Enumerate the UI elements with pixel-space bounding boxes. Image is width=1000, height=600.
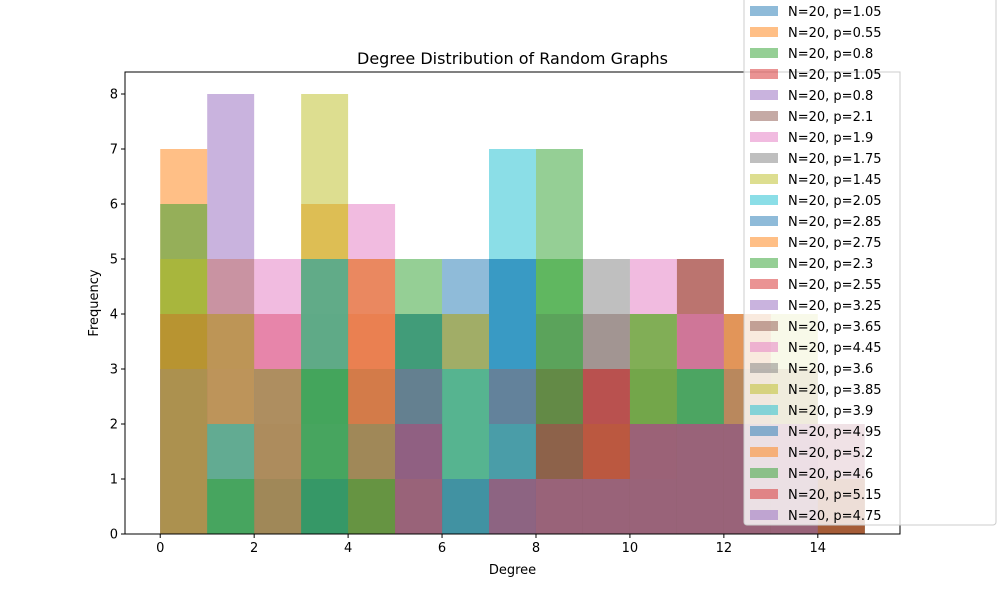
y-tick-label: 4 [110,308,118,323]
histogram-bar [301,369,349,534]
legend-entry-label: N=20, p=0.8 [788,47,873,62]
legend: N=20, p=1.05 N=20, p=0.55 N=20, p=0.8 N=20,… [743,0,997,526]
legend-swatch [750,300,778,310]
legend-swatch [750,426,778,436]
y-tick-label: 0 [110,528,118,543]
legend-swatch [750,174,778,184]
x-tick-label: 0 [156,541,164,556]
legend-swatch [750,237,778,247]
x-tick-label: 2 [250,541,258,556]
legend-swatch [750,111,778,121]
y-tick-label: 8 [110,88,118,103]
legend-entry-label: N=20, p=3.85 [788,383,882,398]
legend-frame [743,0,997,526]
histogram-bar [535,479,583,534]
x-tick-label: 14 [810,541,827,556]
legend-entry-label: N=20, p=5.2 [788,446,873,461]
histogram-bar [160,259,208,534]
histogram-bar [254,369,302,534]
legend-entry-label: N=20, p=4.95 [788,425,882,440]
legend-swatch [750,195,778,205]
histogram-bar [582,479,630,534]
legend-swatch [750,468,778,478]
histogram-bar [676,424,724,534]
legend-swatch [750,216,778,226]
y-tick-label: 5 [110,253,118,268]
legend-entry-label: N=20, p=1.9 [788,131,873,146]
legend-entry-label: N=20, p=1.45 [788,173,882,188]
y-tick-label: 1 [110,473,118,488]
histogram-bar [442,479,490,534]
legend-swatch [750,153,778,163]
chart-title: Degree Distribution of Random Graphs [357,49,668,68]
x-tick-label: 10 [622,541,639,556]
y-tick-label: 7 [110,143,118,158]
histogram-bar [489,479,536,534]
legend-swatch [750,363,778,373]
legend-swatch [750,90,778,100]
legend-entry-label: N=20, p=1.05 [788,5,882,20]
legend-entry-label: N=20, p=2.85 [788,215,882,230]
x-tick-label: 12 [716,541,733,556]
y-tick-label: 2 [110,418,118,433]
legend-entry-label: N=20, p=3.6 [788,362,873,377]
x-axis-title: Degree [489,563,536,578]
legend-swatch [750,447,778,457]
legend-swatch [750,321,778,331]
y-tick-label: 6 [110,198,118,213]
legend-entry-label: N=20, p=3.9 [788,404,873,419]
x-tick-label: 8 [532,541,540,556]
legend-entry-label: N=20, p=1.75 [788,152,882,167]
legend-swatch [750,6,778,16]
legend-swatch [750,27,778,37]
y-tick-label: 3 [110,363,118,378]
legend-swatch [750,132,778,142]
legend-swatch [750,510,778,520]
legend-entry-label: N=20, p=5.15 [788,488,882,503]
x-tick-label: 6 [438,541,446,556]
legend-swatch [750,384,778,394]
legend-entry-label: N=20, p=2.75 [788,236,882,251]
histogram-bar [207,479,255,534]
legend-swatch [750,258,778,268]
legend-entry-label: N=20, p=1.05 [788,68,882,83]
histogram-bar [348,479,396,534]
legend-entry-label: N=20, p=4.6 [788,467,873,482]
legend-swatch [750,405,778,415]
histogram-bar [629,424,677,534]
legend-swatch [750,489,778,499]
y-axis-title: Frequency [87,269,102,336]
x-tick-label: 4 [344,541,352,556]
legend-swatch [750,48,778,58]
legend-entry-label: N=20, p=3.65 [788,320,882,335]
legend-entry-label: N=20, p=0.55 [788,26,882,41]
legend-entry-label: N=20, p=0.8 [788,89,873,104]
legend-entry-label: N=20, p=3.25 [788,299,882,314]
legend-entry-label: N=20, p=4.45 [788,341,882,356]
legend-entry-label: N=20, p=2.05 [788,194,882,209]
legend-entry-label: N=20, p=2.3 [788,257,873,272]
legend-swatch [750,279,778,289]
legend-entry-label: N=20, p=4.75 [788,509,882,524]
legend-entry-label: N=20, p=2.1 [788,110,873,125]
histogram-bar [395,369,443,534]
legend-swatch [750,69,778,79]
legend-swatch [750,342,778,352]
legend-entry-label: N=20, p=2.55 [788,278,882,293]
